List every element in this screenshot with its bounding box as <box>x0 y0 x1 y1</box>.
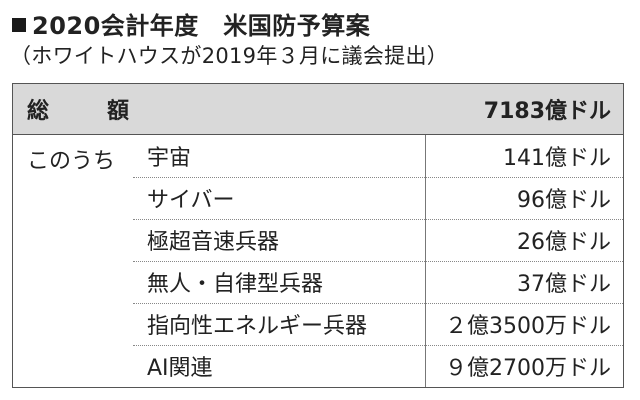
subtitle: （ホワイトハウスが2019年３月に議会提出） <box>10 44 449 68</box>
row-value: ９億2700万ドル <box>425 345 623 387</box>
table-row: サイバー 96億ドル <box>133 177 623 219</box>
row-divider <box>133 303 623 304</box>
row-name: 無人・自律型兵器 <box>147 272 324 297</box>
row-divider <box>133 219 623 220</box>
table-row: AI関連 ９億2700万ドル <box>133 345 623 387</box>
budget-table: 総 額 7183億ドル このうち 宇宙 141億ドル サイバー 96億ドル 極超… <box>12 83 624 388</box>
table-row: 宇宙 141億ドル <box>133 135 623 177</box>
row-name: サイバー <box>147 188 235 213</box>
total-row: 総 額 7183億ドル <box>13 84 623 135</box>
square-bullet-icon <box>12 18 26 32</box>
row-value: 37億ドル <box>425 261 623 303</box>
row-value: 141億ドル <box>425 135 623 177</box>
row-divider <box>133 345 623 346</box>
table-row: 極超音速兵器 26億ドル <box>133 219 623 261</box>
row-value: 96億ドル <box>425 177 623 219</box>
row-name: 宇宙 <box>147 146 192 171</box>
row-name: 極超音速兵器 <box>147 230 280 255</box>
row-divider <box>133 261 623 262</box>
table-row: 無人・自律型兵器 37億ドル <box>133 261 623 303</box>
total-label: 総 額 <box>27 99 148 124</box>
row-name: 指向性エネルギー兵器 <box>147 314 368 339</box>
total-value: 7183億ドル <box>483 99 611 124</box>
table-row: 指向性エネルギー兵器 ２億3500万ドル <box>133 303 623 345</box>
row-value: 26億ドル <box>425 219 623 261</box>
row-value: ２億3500万ドル <box>425 303 623 345</box>
group-label: このうち <box>27 149 116 174</box>
row-divider <box>133 177 623 178</box>
row-name: AI関連 <box>147 356 213 381</box>
page-title: 2020会計年度 米国防予算案 <box>12 6 370 41</box>
title-text: 2020会計年度 米国防予算案 <box>32 12 371 40</box>
